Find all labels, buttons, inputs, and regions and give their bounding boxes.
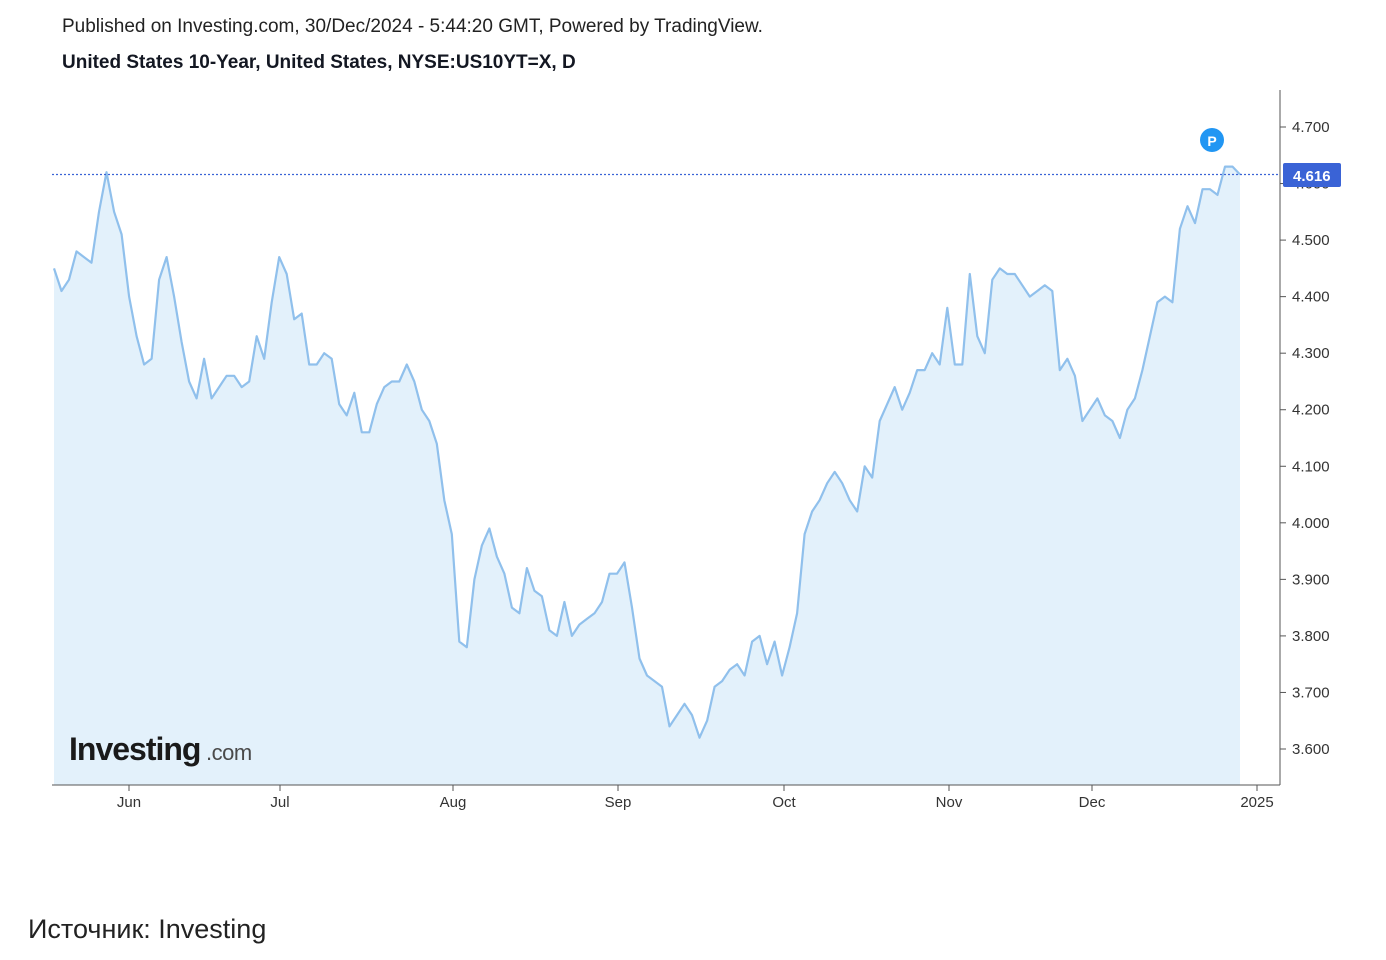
x-tick-label: Sep	[605, 794, 632, 811]
x-tick-label: 2025	[1240, 794, 1273, 811]
logo-suffix: .com	[206, 740, 252, 765]
source-caption: Источник: Investing	[28, 914, 267, 944]
y-tick-label: 4.500	[1292, 232, 1330, 249]
y-tick-label: 4.200	[1292, 402, 1330, 419]
x-tick-label: Jul	[270, 794, 289, 811]
y-tick-label: 3.600	[1292, 741, 1330, 758]
area-fill	[54, 166, 1240, 786]
y-tick-label: 3.700	[1292, 684, 1330, 701]
x-tick-label: Oct	[772, 794, 796, 811]
investing-logo: Investing .com	[69, 731, 252, 767]
y-tick-label: 4.400	[1292, 289, 1330, 306]
logo-main: Investing	[69, 731, 200, 767]
series-line	[52, 165, 1241, 739]
price-tag: 4.616	[1283, 163, 1341, 187]
y-tick-label: 4.700	[1292, 119, 1330, 136]
y-axis: 3.600 3.700 3.800 3.900 4.000 4.100 4.200 4.300…	[1279, 90, 1330, 785]
x-tick-label: Dec	[1079, 794, 1106, 811]
chart: 3.600 3.700 3.800 3.900 4.000 4.100 4.200 4.300…	[52, 90, 1341, 811]
chart-subtitle: United States 10-Year, United States, NY…	[62, 52, 576, 73]
y-tick-label: 3.800	[1292, 628, 1330, 645]
marker-badge: P	[1200, 128, 1224, 152]
y-tick-label: 4.100	[1292, 458, 1330, 475]
y-tick-label: 4.000	[1292, 515, 1330, 532]
y-tick-label: 3.900	[1292, 571, 1330, 588]
x-tick-label: Nov	[936, 794, 963, 811]
price-tag-bg	[1283, 163, 1341, 187]
marker-circle	[1200, 128, 1224, 152]
x-tick-label: Aug	[440, 794, 467, 811]
x-axis: Jun Jul Aug Sep Oct Nov Dec 2025	[52, 784, 1280, 811]
x-tick-label: Jun	[117, 794, 141, 811]
price-tag-text: 4.616	[1293, 168, 1331, 185]
y-tick-label: 4.300	[1292, 345, 1330, 362]
marker-label: P	[1207, 133, 1216, 149]
published-note: Published on Investing.com, 30/Dec/2024 …	[62, 16, 763, 37]
